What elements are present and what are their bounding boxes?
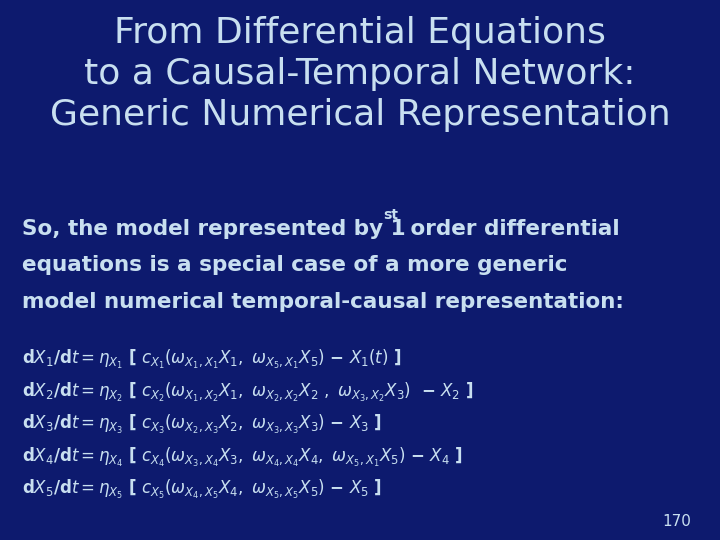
Text: From Differential Equations
to a Causal-Temporal Network:
Generic Numerical Repr: From Differential Equations to a Causal-… (50, 16, 670, 132)
Text: $\mathbf{d}X_1\mathbf{/d}t = \eta_{X_1}\ \mathbf{[}\ c_{X_1}(\omega_{X_1,X_1}X_1: $\mathbf{d}X_1\mathbf{/d}t = \eta_{X_1}\… (22, 348, 401, 372)
Text: equations is a special case of a more generic: equations is a special case of a more ge… (22, 255, 567, 275)
Text: $\mathbf{d}X_2\mathbf{/d}t = \eta_{X_2}\ \mathbf{[}\ c_{X_2}(\omega_{X_1,X_2}X_1: $\mathbf{d}X_2\mathbf{/d}t = \eta_{X_2}\… (22, 381, 473, 404)
Text: order differential: order differential (403, 219, 620, 239)
Text: $\mathbf{d}X_3\mathbf{/d}t = \eta_{X_3}\ \mathbf{[}\ c_{X_3}(\omega_{X_2,X_3}X_2: $\mathbf{d}X_3\mathbf{/d}t = \eta_{X_3}\… (22, 413, 382, 436)
Text: So, the model represented by 1: So, the model represented by 1 (22, 219, 405, 239)
Text: model numerical temporal-causal representation:: model numerical temporal-causal represen… (22, 292, 624, 312)
Text: 170: 170 (662, 514, 691, 529)
Text: $\mathbf{d}X_4\mathbf{/d}t = \eta_{X_4}\ \mathbf{[}\ c_{X_4}(\omega_{X_3,X_4}X_3: $\mathbf{d}X_4\mathbf{/d}t = \eta_{X_4}\… (22, 446, 462, 469)
Text: $\mathbf{d}X_5\mathbf{/d}t = \eta_{X_5}\ \mathbf{[}\ c_{X_5}(\omega_{X_4,X_5}X_4: $\mathbf{d}X_5\mathbf{/d}t = \eta_{X_5}\… (22, 478, 382, 501)
Text: st: st (383, 208, 398, 222)
